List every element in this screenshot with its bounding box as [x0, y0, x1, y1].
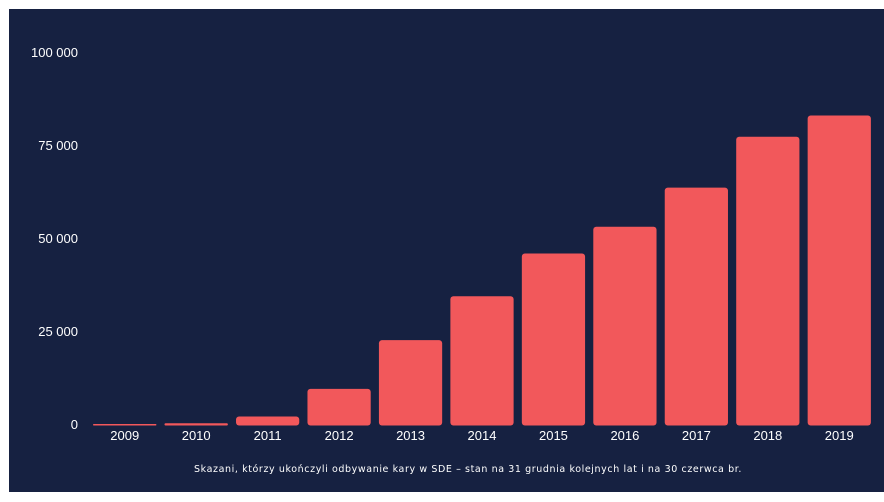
bar-2011: [236, 416, 300, 426]
x-tick-label-2014: 2014: [468, 428, 497, 443]
bar-2013: [378, 340, 443, 426]
bar-2019: [807, 115, 871, 426]
bar-2015: [521, 253, 586, 426]
bar-2017: [664, 187, 728, 426]
y-tick-label: 50 000: [38, 231, 78, 246]
y-tick-label: 25 000: [38, 324, 78, 339]
bar-2018: [736, 136, 800, 426]
x-tick-label-2019: 2019: [825, 428, 854, 443]
y-tick-label: 75 000: [38, 138, 78, 153]
x-tick-label-2009: 2009: [110, 428, 139, 443]
y-tick-label: 0: [71, 417, 78, 432]
chart-panel: 0 25 000 50 000 75 000 100 000 2009 2010 2011 2…: [9, 9, 884, 492]
bars: [93, 115, 871, 426]
x-tick-label-2012: 2012: [325, 428, 354, 443]
bar-2009: [93, 424, 157, 426]
x-tick-label-2017: 2017: [682, 428, 711, 443]
x-tick-label-2016: 2016: [610, 428, 639, 443]
bar-2012: [307, 388, 371, 426]
y-tick-label: 100 000: [31, 45, 78, 60]
x-tick-label-2015: 2015: [539, 428, 568, 443]
bar-2016: [593, 226, 657, 426]
x-axis-ticks: 2009 2010 2011 2012 2013 2014 2015 2016 2017 2018…: [110, 428, 853, 443]
y-axis-ticks: 0 25 000 50 000 75 000 100 000: [31, 45, 78, 432]
x-tick-label-2010: 2010: [182, 428, 211, 443]
chart-caption: Skazani, którzy ukończyli odbywanie kary…: [194, 464, 742, 475]
bar-2010: [164, 423, 228, 426]
x-tick-label-2018: 2018: [753, 428, 782, 443]
x-tick-label-2013: 2013: [396, 428, 425, 443]
bar-2014: [450, 296, 514, 426]
x-tick-label-2011: 2011: [254, 428, 282, 443]
